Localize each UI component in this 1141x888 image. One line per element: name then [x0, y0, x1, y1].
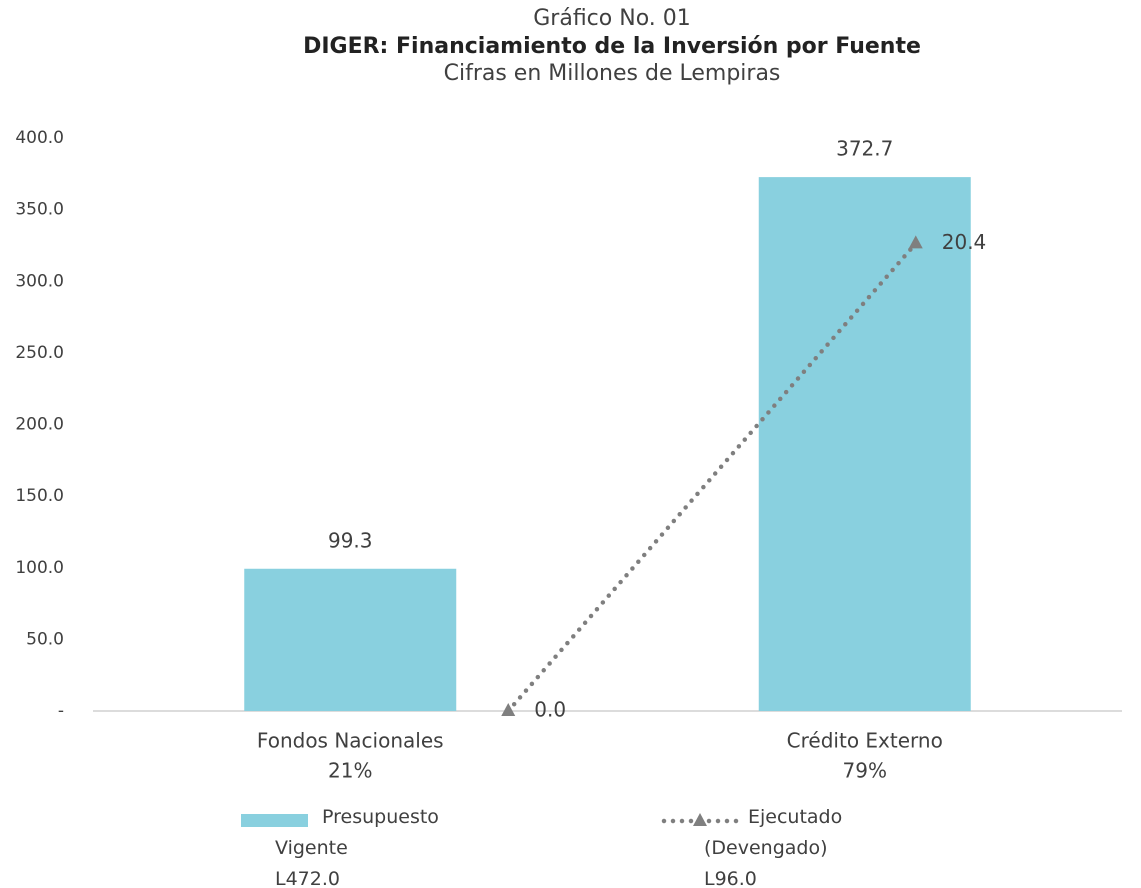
legend-total: L472.0 — [275, 868, 340, 888]
x-tick-label: Fondos Nacionales — [257, 729, 444, 753]
x-tick-share: 21% — [328, 759, 372, 783]
x-tick-label: Crédito Externo — [787, 729, 943, 753]
bar — [244, 568, 457, 711]
y-tick-label: 400.0 — [15, 128, 64, 148]
chart-title: Gráfico No. 01 — [533, 6, 691, 31]
legend-label: Presupuesto Vigente — [275, 806, 439, 859]
chart-subtitle: Cifras en Millones de Lempiras — [444, 61, 781, 86]
data-label: 20.4 — [942, 230, 987, 254]
legend-marker — [693, 813, 707, 826]
y-tick-label: 350.0 — [15, 200, 64, 220]
legend-total: L96.0 — [704, 868, 757, 888]
data-label: 372.7 — [836, 137, 893, 161]
legend-item: Ejecutado (Devengado) L96.0 — [704, 802, 874, 888]
y-tick-label: 150.0 — [15, 486, 64, 506]
y-tick-label: 100.0 — [15, 558, 64, 578]
y-tick-label: 200.0 — [15, 415, 64, 435]
bar — [758, 177, 971, 712]
y-tick-label: 250.0 — [15, 343, 64, 363]
data-label: 99.3 — [328, 528, 373, 552]
chart-title: DIGER: Financiamiento de la Inversión po… — [303, 34, 921, 59]
data-label: 0.0 — [534, 698, 566, 722]
marker — [501, 703, 516, 716]
legend-item: Presupuesto Vigente L472.0 — [275, 802, 465, 888]
y-tick-label: 300.0 — [15, 271, 64, 291]
legend-label: Ejecutado (Devengado) — [704, 806, 843, 859]
x-tick-share: 79% — [843, 759, 887, 783]
y-tick-label: - — [58, 701, 64, 721]
marker — [908, 235, 923, 249]
y-tick-label: 50.0 — [26, 629, 64, 649]
legend-swatch — [241, 814, 308, 827]
